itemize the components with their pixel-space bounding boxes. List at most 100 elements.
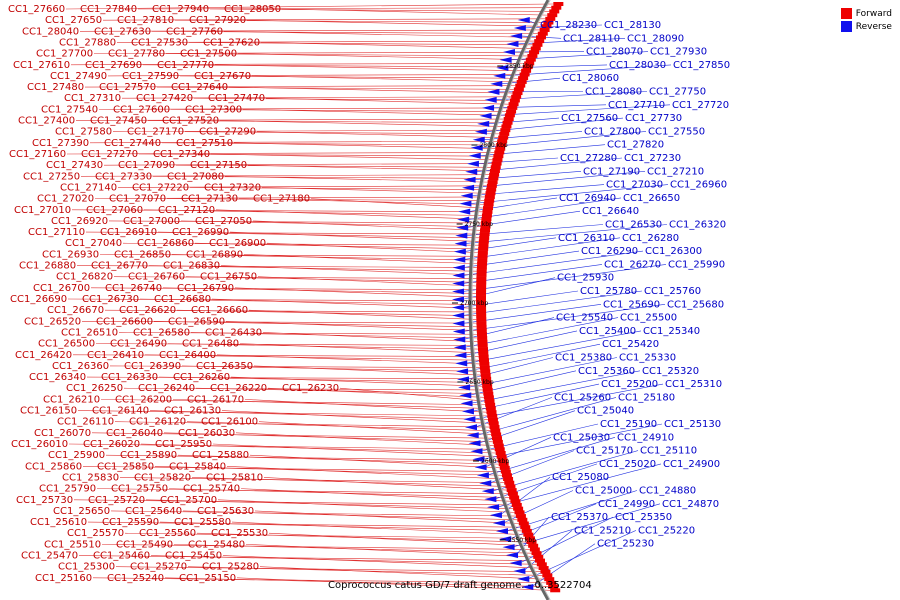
forward-leader-line xyxy=(190,332,478,339)
forward-gene-label: CC1_25890 xyxy=(120,450,177,461)
reverse-feature xyxy=(468,440,481,447)
reverse-gene-label: CC1_27730 xyxy=(625,113,682,124)
reverse-feature xyxy=(487,504,500,511)
forward-feature xyxy=(522,65,533,70)
forward-gene-label: CC1_25470 xyxy=(21,551,78,562)
forward-feature xyxy=(535,558,546,563)
reverse-gene-label: CC1_27800 xyxy=(584,126,641,137)
forward-gene-label: CC1_27140 xyxy=(60,182,117,193)
forward-gene-label: CC1_27400 xyxy=(18,116,75,127)
forward-gene-label: CC1_25630 xyxy=(197,506,254,517)
reverse-leader-line xyxy=(468,197,558,212)
forward-leader-line xyxy=(92,577,547,584)
reverse-leader-line xyxy=(473,383,664,420)
forward-gene-label: CC1_27160 xyxy=(9,149,66,160)
forward-leader-line xyxy=(115,566,541,573)
forward-gene-label: CC1_27620 xyxy=(203,37,260,48)
forward-leader-line xyxy=(257,276,477,287)
legend-reverse: Reverse xyxy=(840,21,892,32)
forward-feature xyxy=(501,473,512,478)
forward-feature xyxy=(478,350,489,355)
forward-feature xyxy=(501,124,512,129)
forward-feature xyxy=(509,495,520,500)
reverse-feature xyxy=(453,256,466,263)
forward-feature xyxy=(480,373,491,378)
reverse-feature xyxy=(517,576,530,583)
reverse-feature xyxy=(499,536,512,543)
reverse-gene-label: CC1_28130 xyxy=(604,20,661,31)
kbp-tick-label: 2550 kbp xyxy=(508,537,536,544)
reverse-feature xyxy=(476,472,489,479)
forward-gene-label: CC1_27000 xyxy=(123,216,180,227)
reverse-gene-label: CC1_26320 xyxy=(669,220,726,231)
forward-gene-label: CC1_26390 xyxy=(124,361,181,372)
forward-feature xyxy=(512,91,523,96)
forward-gene-label: CC1_26170 xyxy=(187,394,244,405)
forward-leader-line xyxy=(254,510,519,524)
reverse-feature xyxy=(463,416,476,423)
reverse-leader-line xyxy=(480,131,647,149)
forward-gene-label: CC1_27310 xyxy=(64,93,121,104)
forward-leader-line xyxy=(90,287,477,291)
forward-leader-line xyxy=(179,75,519,79)
forward-feature xyxy=(502,120,513,125)
forward-gene-label: CC1_25640 xyxy=(125,506,182,517)
forward-gene-label: CC1_26250 xyxy=(66,383,123,394)
reverse-gene-label: CC1_27820 xyxy=(607,140,664,151)
forward-leader-line xyxy=(142,64,523,68)
forward-feature xyxy=(517,517,528,522)
reverse-labels: CC1_28230 CC1_28130 CC1_28110 CC1_28090 CC1_… xyxy=(540,20,730,550)
forward-gene-label: CC1_27180 xyxy=(253,194,310,205)
reverse-gene-label: CC1_25380 xyxy=(555,353,612,364)
reverse-feature xyxy=(457,216,470,223)
forward-feature xyxy=(495,146,506,151)
forward-feature xyxy=(516,79,527,84)
forward-feature xyxy=(485,406,496,411)
forward-leader-line xyxy=(137,7,552,10)
reverse-gene-label: CC1_25030 xyxy=(553,432,610,443)
reverse-gene-label: CC1_24880 xyxy=(639,486,696,497)
forward-feature xyxy=(524,536,535,541)
reverse-gene-label: CC1_25420 xyxy=(602,339,659,350)
forward-gene-label: CC1_26990 xyxy=(172,227,229,238)
forward-gene-label: CC1_25270 xyxy=(130,562,187,573)
reverse-gene-label: CC1_25340 xyxy=(643,326,700,337)
forward-gene-label: CC1_27320 xyxy=(204,182,261,193)
forward-gene-label: CC1_25480 xyxy=(188,539,245,550)
forward-leader-line xyxy=(246,19,542,27)
forward-feature xyxy=(541,24,552,29)
forward-labels: CC1_27660 CC1_27840 CC1_27940 CC1_28050CC1_… xyxy=(8,4,339,584)
forward-feature xyxy=(483,202,494,207)
forward-leader-line xyxy=(214,64,522,72)
forward-leader-line xyxy=(99,254,478,257)
forward-leader-line xyxy=(171,254,478,261)
forward-gene-label: CC1_26730 xyxy=(82,294,139,305)
forward-leader-line xyxy=(215,209,482,220)
forward-leader-line xyxy=(103,163,492,166)
forward-gene-label: CC1_27590 xyxy=(122,71,179,82)
forward-gene-label: CC1_27580 xyxy=(55,127,112,138)
reverse-gene-label: CC1_27930 xyxy=(650,47,707,58)
forward-feature xyxy=(483,206,494,211)
forward-gene-label: CC1_27170 xyxy=(127,127,184,138)
forward-feature xyxy=(521,528,532,533)
reverse-feature xyxy=(456,368,469,375)
forward-gene-label: CC1_27630 xyxy=(94,26,151,37)
forward-feature xyxy=(515,514,526,519)
forward-feature xyxy=(476,332,487,337)
reverse-gene-label: CC1_27550 xyxy=(648,126,705,137)
forward-leader-line xyxy=(253,365,481,376)
forward-gene-label: CC1_25490 xyxy=(116,539,173,550)
reverse-leader-line xyxy=(482,131,583,141)
forward-gene-label: CC1_25280 xyxy=(202,562,259,573)
forward-gene-label: CC1_26340 xyxy=(29,372,86,383)
forward-leader-line xyxy=(156,86,514,90)
forward-feature xyxy=(498,462,509,467)
forward-leader-line xyxy=(256,131,499,138)
reverse-leader-line xyxy=(462,304,666,332)
forward-leader-line xyxy=(164,577,549,587)
forward-gene-label: CC1_26790 xyxy=(177,283,234,294)
reverse-features xyxy=(452,17,534,591)
reverse-gene-label: CC1_24990 xyxy=(598,499,655,510)
